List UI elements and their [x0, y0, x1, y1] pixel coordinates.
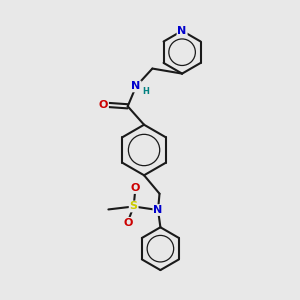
Text: N: N: [178, 26, 187, 36]
Text: O: O: [99, 100, 108, 110]
Text: O: O: [124, 218, 133, 228]
Text: S: S: [130, 202, 138, 212]
Text: N: N: [131, 81, 141, 92]
Text: N: N: [153, 205, 163, 215]
Text: H: H: [142, 87, 149, 96]
Text: O: O: [130, 183, 140, 193]
